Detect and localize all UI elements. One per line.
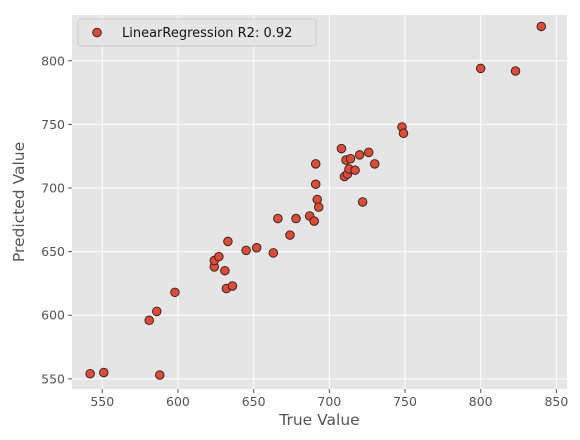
- scatter-point: [155, 370, 165, 380]
- scatter-point: [510, 66, 521, 76]
- scatter-point: [85, 368, 95, 379]
- scatter-point: [291, 213, 301, 224]
- scatter-point: [370, 159, 380, 169]
- scatter-point: [345, 153, 356, 164]
- y-tick-label: 650: [41, 244, 65, 259]
- scatter-point: [144, 315, 154, 326]
- x-axis-ticks: 550 600 650 700 750 800 850: [90, 389, 568, 409]
- x-tick-label: 700: [317, 394, 341, 409]
- scatter-point: [152, 306, 162, 317]
- scatter-point: [354, 150, 365, 160]
- legend-label: LinearRegression R2: 0.92: [122, 26, 292, 41]
- scatter-point: [214, 251, 224, 262]
- scatter-point: [310, 179, 321, 189]
- scatter-point: [227, 281, 238, 291]
- scatter-point: [273, 213, 283, 224]
- y-axis-label: Predicted Value: [10, 142, 28, 262]
- scatter-point: [223, 236, 233, 247]
- scatter-point: [99, 367, 109, 378]
- scatter-point: [313, 202, 324, 212]
- scatter-point: [241, 245, 251, 256]
- legend-marker: [92, 27, 102, 38]
- scatter-point: [312, 194, 322, 205]
- scatter-point: [220, 265, 230, 276]
- scatter-point: [285, 230, 295, 240]
- scatter-point: [363, 147, 374, 158]
- y-axis-ticks: 550 600 650 700 750 800: [41, 53, 72, 386]
- scatter-point: [251, 243, 262, 253]
- x-tick-label: 800: [469, 394, 493, 409]
- scatter-point: [350, 165, 360, 175]
- x-tick-label: 550: [90, 394, 114, 409]
- x-tick-label: 750: [393, 394, 417, 409]
- y-tick-label: 600: [41, 308, 65, 323]
- y-tick-label: 800: [41, 53, 65, 68]
- scatter-point: [170, 287, 180, 298]
- scatter-point: [310, 159, 321, 169]
- scatter-point: [357, 197, 368, 207]
- scatter-point: [309, 216, 319, 226]
- x-tick-label: 850: [544, 394, 568, 409]
- x-tick-label: 650: [242, 394, 266, 409]
- data-points: [85, 21, 547, 380]
- scatter-point: [268, 248, 279, 258]
- scatter-point: [398, 128, 409, 139]
- y-tick-label: 700: [41, 181, 65, 196]
- y-tick-label: 550: [41, 371, 65, 386]
- scatter-point: [475, 63, 486, 74]
- scatter-point: [336, 143, 347, 154]
- legend: LinearRegression R2: 0.92: [77, 18, 317, 47]
- x-tick-label: 600: [166, 394, 190, 409]
- legend-box: [77, 18, 317, 47]
- scatter-point: [536, 21, 547, 32]
- y-tick-label: 750: [41, 117, 65, 132]
- x-axis-label: True Value: [278, 411, 359, 429]
